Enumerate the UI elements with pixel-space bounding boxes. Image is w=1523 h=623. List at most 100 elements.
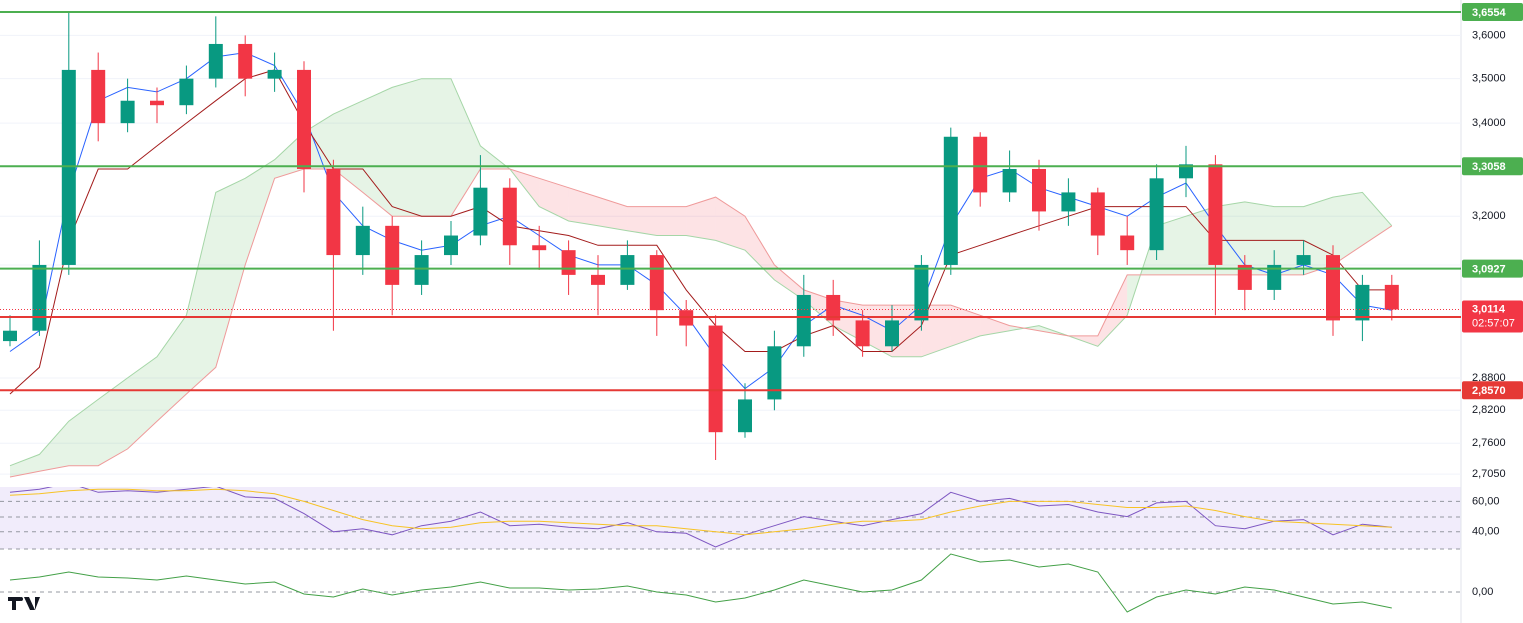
cloud-segment: [539, 178, 569, 222]
y-tick-label: 2,7600: [1472, 437, 1506, 449]
last-price-box: [1462, 300, 1523, 333]
series-line: [9, 487, 1392, 548]
cloud-segment: [598, 197, 628, 231]
candle-body: [473, 187, 488, 236]
candle-body: [591, 274, 605, 285]
candle-body: [61, 69, 76, 265]
cloud-segment: [715, 197, 745, 251]
y-tick-label: 2,8800: [1472, 372, 1506, 384]
candle-body: [91, 69, 106, 124]
series-line: [9, 488, 1392, 536]
candle-body: [150, 100, 164, 106]
cloud-segment: [1186, 206, 1216, 275]
candle-body: [826, 294, 841, 321]
candle-body: [1237, 264, 1252, 290]
cloud-segment: [950, 305, 981, 347]
candle-body: [502, 187, 517, 246]
cloud-segment: [421, 78, 451, 217]
candle-body: [767, 346, 782, 400]
cloud-segment: [451, 78, 481, 217]
cloud-segment: [157, 315, 187, 422]
cloud-segment: [686, 197, 716, 241]
price-axis: 3,60003,50003,40003,20003,10002,88002,82…: [1462, 2, 1523, 598]
cloud-segment: [68, 399, 99, 466]
cloud-segment: [1097, 274, 1128, 347]
candle-body: [914, 264, 929, 321]
price-pane: [0, 10, 1461, 478]
cloud-segment: [892, 305, 922, 357]
countdown-label: 02:57:07: [1472, 317, 1515, 329]
candle-body: [1090, 192, 1105, 236]
cloud-segment: [39, 421, 69, 472]
cloud-segment: [1303, 197, 1333, 275]
candle-body: [444, 235, 458, 256]
candle-body: [414, 255, 429, 285]
series-line: [9, 553, 1392, 613]
candle-body: [1061, 192, 1076, 212]
y-tick-label: 2,7050: [1472, 468, 1506, 480]
y-tick-label: 40,00: [1472, 526, 1500, 538]
y-tick-label: 3,4000: [1472, 117, 1506, 129]
candle-body: [855, 320, 870, 347]
candle-body: [620, 255, 635, 285]
level-label: 3,3058: [1472, 161, 1506, 173]
y-tick-label: 3,6000: [1472, 29, 1506, 41]
level-label-box: [1462, 157, 1523, 176]
cloud-segment: [774, 264, 804, 301]
candle-body: [238, 43, 253, 79]
cloud-segment: [127, 356, 157, 449]
last-price-label: 3,0114: [1472, 303, 1506, 315]
rsi-pane: [0, 487, 1461, 548]
level-label-box: [1462, 381, 1523, 400]
cloud-segment: [1362, 192, 1392, 246]
cloud-segment: [186, 192, 216, 395]
candle-body: [1208, 164, 1223, 265]
cloud-segment: [921, 305, 951, 357]
rsi-band: [0, 487, 1461, 549]
candle-body: [973, 136, 988, 193]
candle-body: [1002, 168, 1017, 193]
candle-body: [885, 320, 899, 347]
cloud-segment: [1333, 192, 1363, 265]
candle-body: [208, 43, 223, 79]
candle-body: [1384, 284, 1399, 310]
level-label: 3,0927: [1472, 263, 1506, 275]
candle-body: [1326, 255, 1340, 321]
cloud-segment: [1156, 216, 1186, 275]
candle-body: [120, 100, 135, 124]
candle-body: [267, 69, 282, 79]
y-tick-label: 0,00: [1472, 586, 1493, 598]
level-label-box: [1462, 2, 1523, 21]
y-tick-label: 3,2000: [1472, 210, 1506, 222]
level-label: 3,6554: [1472, 7, 1507, 19]
cloud-segment: [568, 187, 598, 226]
candle-body: [3, 330, 17, 342]
cloud-segment: [862, 305, 892, 357]
logo: [8, 597, 40, 610]
level-label-box: [1462, 259, 1523, 278]
cloud-edge: [9, 168, 1393, 478]
candle-body: [385, 225, 400, 285]
candle-body: [32, 264, 47, 331]
candle-body: [1149, 178, 1164, 251]
cloud-segment: [1215, 201, 1245, 275]
cloud-segment: [745, 216, 775, 280]
candle-body: [943, 136, 958, 265]
candle-body: [796, 294, 811, 347]
candle-body: [1032, 168, 1046, 212]
candle-body: [179, 78, 194, 106]
cloud-segment: [627, 206, 657, 236]
cloud-segment: [215, 178, 246, 368]
y-tick-label: 2,8200: [1472, 404, 1506, 416]
candle-body: [326, 168, 341, 256]
candle-body: [1179, 164, 1193, 179]
candle-body: [355, 225, 370, 256]
y-tick-label: 60,00: [1472, 495, 1500, 507]
candle-body: [708, 325, 723, 433]
level-label: 2,8570: [1472, 385, 1506, 397]
y-tick-label: 3,5000: [1472, 73, 1506, 85]
cloud-segment: [980, 315, 1010, 336]
cloud-segment: [362, 87, 393, 217]
candle-body: [1267, 264, 1282, 290]
